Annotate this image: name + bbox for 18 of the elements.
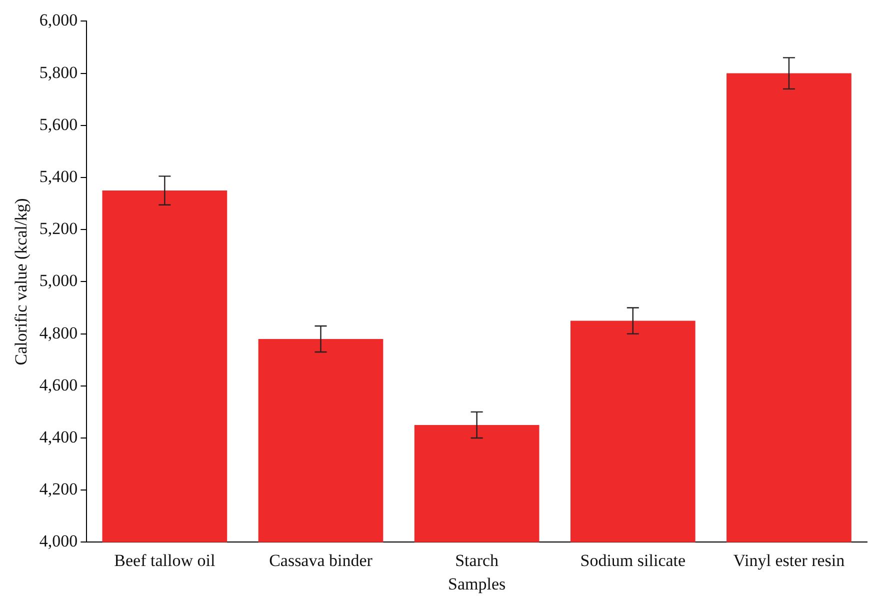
y-tick-label: 4,400 (39, 427, 78, 446)
y-tick-label: 4,800 (39, 323, 78, 342)
x-tick-label: Cassava binder (269, 550, 373, 570)
y-tick-label: 5,400 (39, 166, 78, 186)
x-tick-label: Vinyl ester resin (733, 550, 846, 570)
y-axis-title: Calorific value (kcal/kg) (12, 198, 31, 366)
x-axis-title: Samples (448, 574, 506, 594)
y-tick-label: 5,800 (39, 62, 78, 82)
y-tick-label: 5,000 (39, 271, 78, 290)
y-tick-label: 6,000 (39, 10, 78, 30)
x-tick-label: Starch (455, 550, 500, 570)
y-tick-label: 4,000 (39, 532, 78, 551)
x-tick-label: Sodium silicate (580, 550, 686, 570)
y-tick-label: 4,200 (39, 480, 78, 499)
x-tick-label: Beef tallow oil (114, 550, 216, 570)
y-tick-label: 5,200 (39, 219, 78, 238)
y-tick-label: 5,600 (39, 114, 78, 134)
y-tick-label: 4,600 (39, 375, 78, 394)
